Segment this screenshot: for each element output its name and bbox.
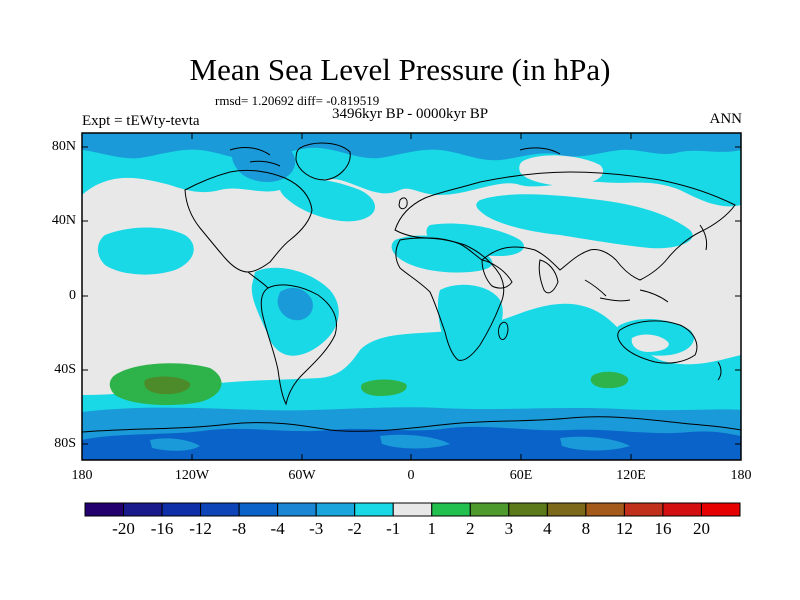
coast-japan: [699, 224, 708, 251]
indian-ocean-cyan: [82, 303, 741, 400]
lon-label-120w: 120W: [174, 468, 210, 483]
lon-label-60e: 60E: [509, 468, 533, 483]
axis-ticks: [81, 133, 742, 460]
lon-label-120e: 120E: [616, 468, 646, 483]
coast-british-isles: [398, 197, 408, 210]
colorbar-swatch: [431, 502, 471, 517]
coast-new-zealand: [717, 361, 722, 381]
colorbar-label: -12: [189, 519, 212, 538]
colorbar-swatch: [508, 502, 548, 517]
lat-label-40n: 40N: [51, 213, 76, 228]
colorbar-label: 20: [692, 519, 710, 538]
south-pacific-dark-green: [144, 376, 191, 395]
coast-north-america: [184, 169, 313, 273]
coast-india: [538, 259, 559, 294]
north-pacific-cyan: [97, 227, 194, 275]
colorbar-label: -3: [309, 519, 324, 538]
colorbar-label: 12: [615, 519, 633, 538]
coast-arctic-islands: [229, 147, 561, 167]
lon-label-180e: 180: [730, 468, 752, 483]
colorbar-swatch: [315, 502, 356, 517]
rmsd-diff-stats: rmsd= 1.20692 diff= -0.819519: [215, 93, 380, 108]
coast-australia: [617, 320, 698, 364]
colorbar-label: -1: [386, 519, 401, 538]
antarctic-mid-patch: [150, 438, 200, 451]
colorbar-label: 8: [581, 519, 591, 538]
central-asia-cyan: [476, 194, 693, 249]
time-period-label: 3496kyr BP - 0000kyr BP: [331, 106, 489, 122]
colorbar-swatch: [700, 502, 741, 517]
colorbar-label: 1: [427, 519, 437, 538]
colorbar-swatch: [585, 502, 625, 517]
colorbar-swatch: [623, 502, 664, 517]
lat-label-40s: 40S: [54, 362, 76, 377]
coast-greenland: [295, 142, 351, 181]
experiment-label: Expt = tEWty-tevta: [82, 113, 200, 129]
colorbar-label: 2: [466, 519, 475, 538]
coast-madagascar: [498, 321, 509, 341]
coast-antarctica: [82, 416, 741, 433]
coast-central-america: [247, 271, 269, 289]
colorbar-label: -20: [112, 519, 135, 538]
colorbar-swatch: [123, 502, 163, 517]
colorbar-swatch: [161, 502, 202, 517]
antarctic-mid-patch-2: [380, 434, 450, 449]
lon-label-0: 0: [407, 468, 415, 483]
colorbar-swatch: [238, 502, 279, 517]
antarctic-mid-patch-3: [560, 436, 630, 451]
australia-grey-hole: [631, 334, 669, 352]
colorbar-swatch: [392, 502, 433, 517]
colorbar-label: 16: [654, 519, 672, 538]
colorbar-swatch: [354, 502, 394, 517]
colorbar-swatch: [662, 502, 702, 517]
coast-south-america: [260, 284, 337, 406]
amazon-blue-patch: [277, 287, 313, 321]
lat-label-80n: 80N: [51, 139, 76, 154]
greenland-blue-patch: [232, 142, 296, 182]
colorbar: [84, 502, 741, 517]
colorbar-label: 4: [543, 519, 552, 538]
lat-label-80s: 80S: [54, 436, 76, 451]
colorbar-swatch: [200, 502, 240, 517]
colorbar-label: -8: [232, 519, 247, 538]
map-title: Mean Sea Level Pressure (in hPa): [189, 52, 611, 87]
coastlines: [82, 142, 741, 433]
coast-arabia: [481, 259, 513, 289]
colorbar-swatch: [469, 502, 510, 517]
colorbar-swatch: [277, 502, 317, 517]
coast-se-asia: [584, 279, 669, 303]
south-indian-green: [590, 371, 629, 389]
lon-label-60w: 60W: [288, 468, 316, 483]
south-atlantic-green: [360, 379, 407, 396]
north-atlantic-cyan: [279, 178, 375, 222]
pressure-field: [82, 133, 741, 460]
siberia-grey-hole: [519, 155, 604, 186]
colorbar-label: -4: [270, 519, 285, 538]
lat-label-0: 0: [69, 288, 76, 303]
colorbar-label: 3: [504, 519, 514, 538]
colorbar-swatch: [546, 502, 587, 517]
north-africa-cyan: [426, 223, 524, 256]
colorbar-label: -16: [150, 519, 174, 538]
season-label: ANN: [709, 111, 743, 127]
colorbar-label: -2: [347, 519, 362, 538]
colorbar-swatch: [84, 502, 125, 517]
lon-label-180w: 180: [71, 468, 93, 483]
coast-africa: [395, 237, 505, 361]
